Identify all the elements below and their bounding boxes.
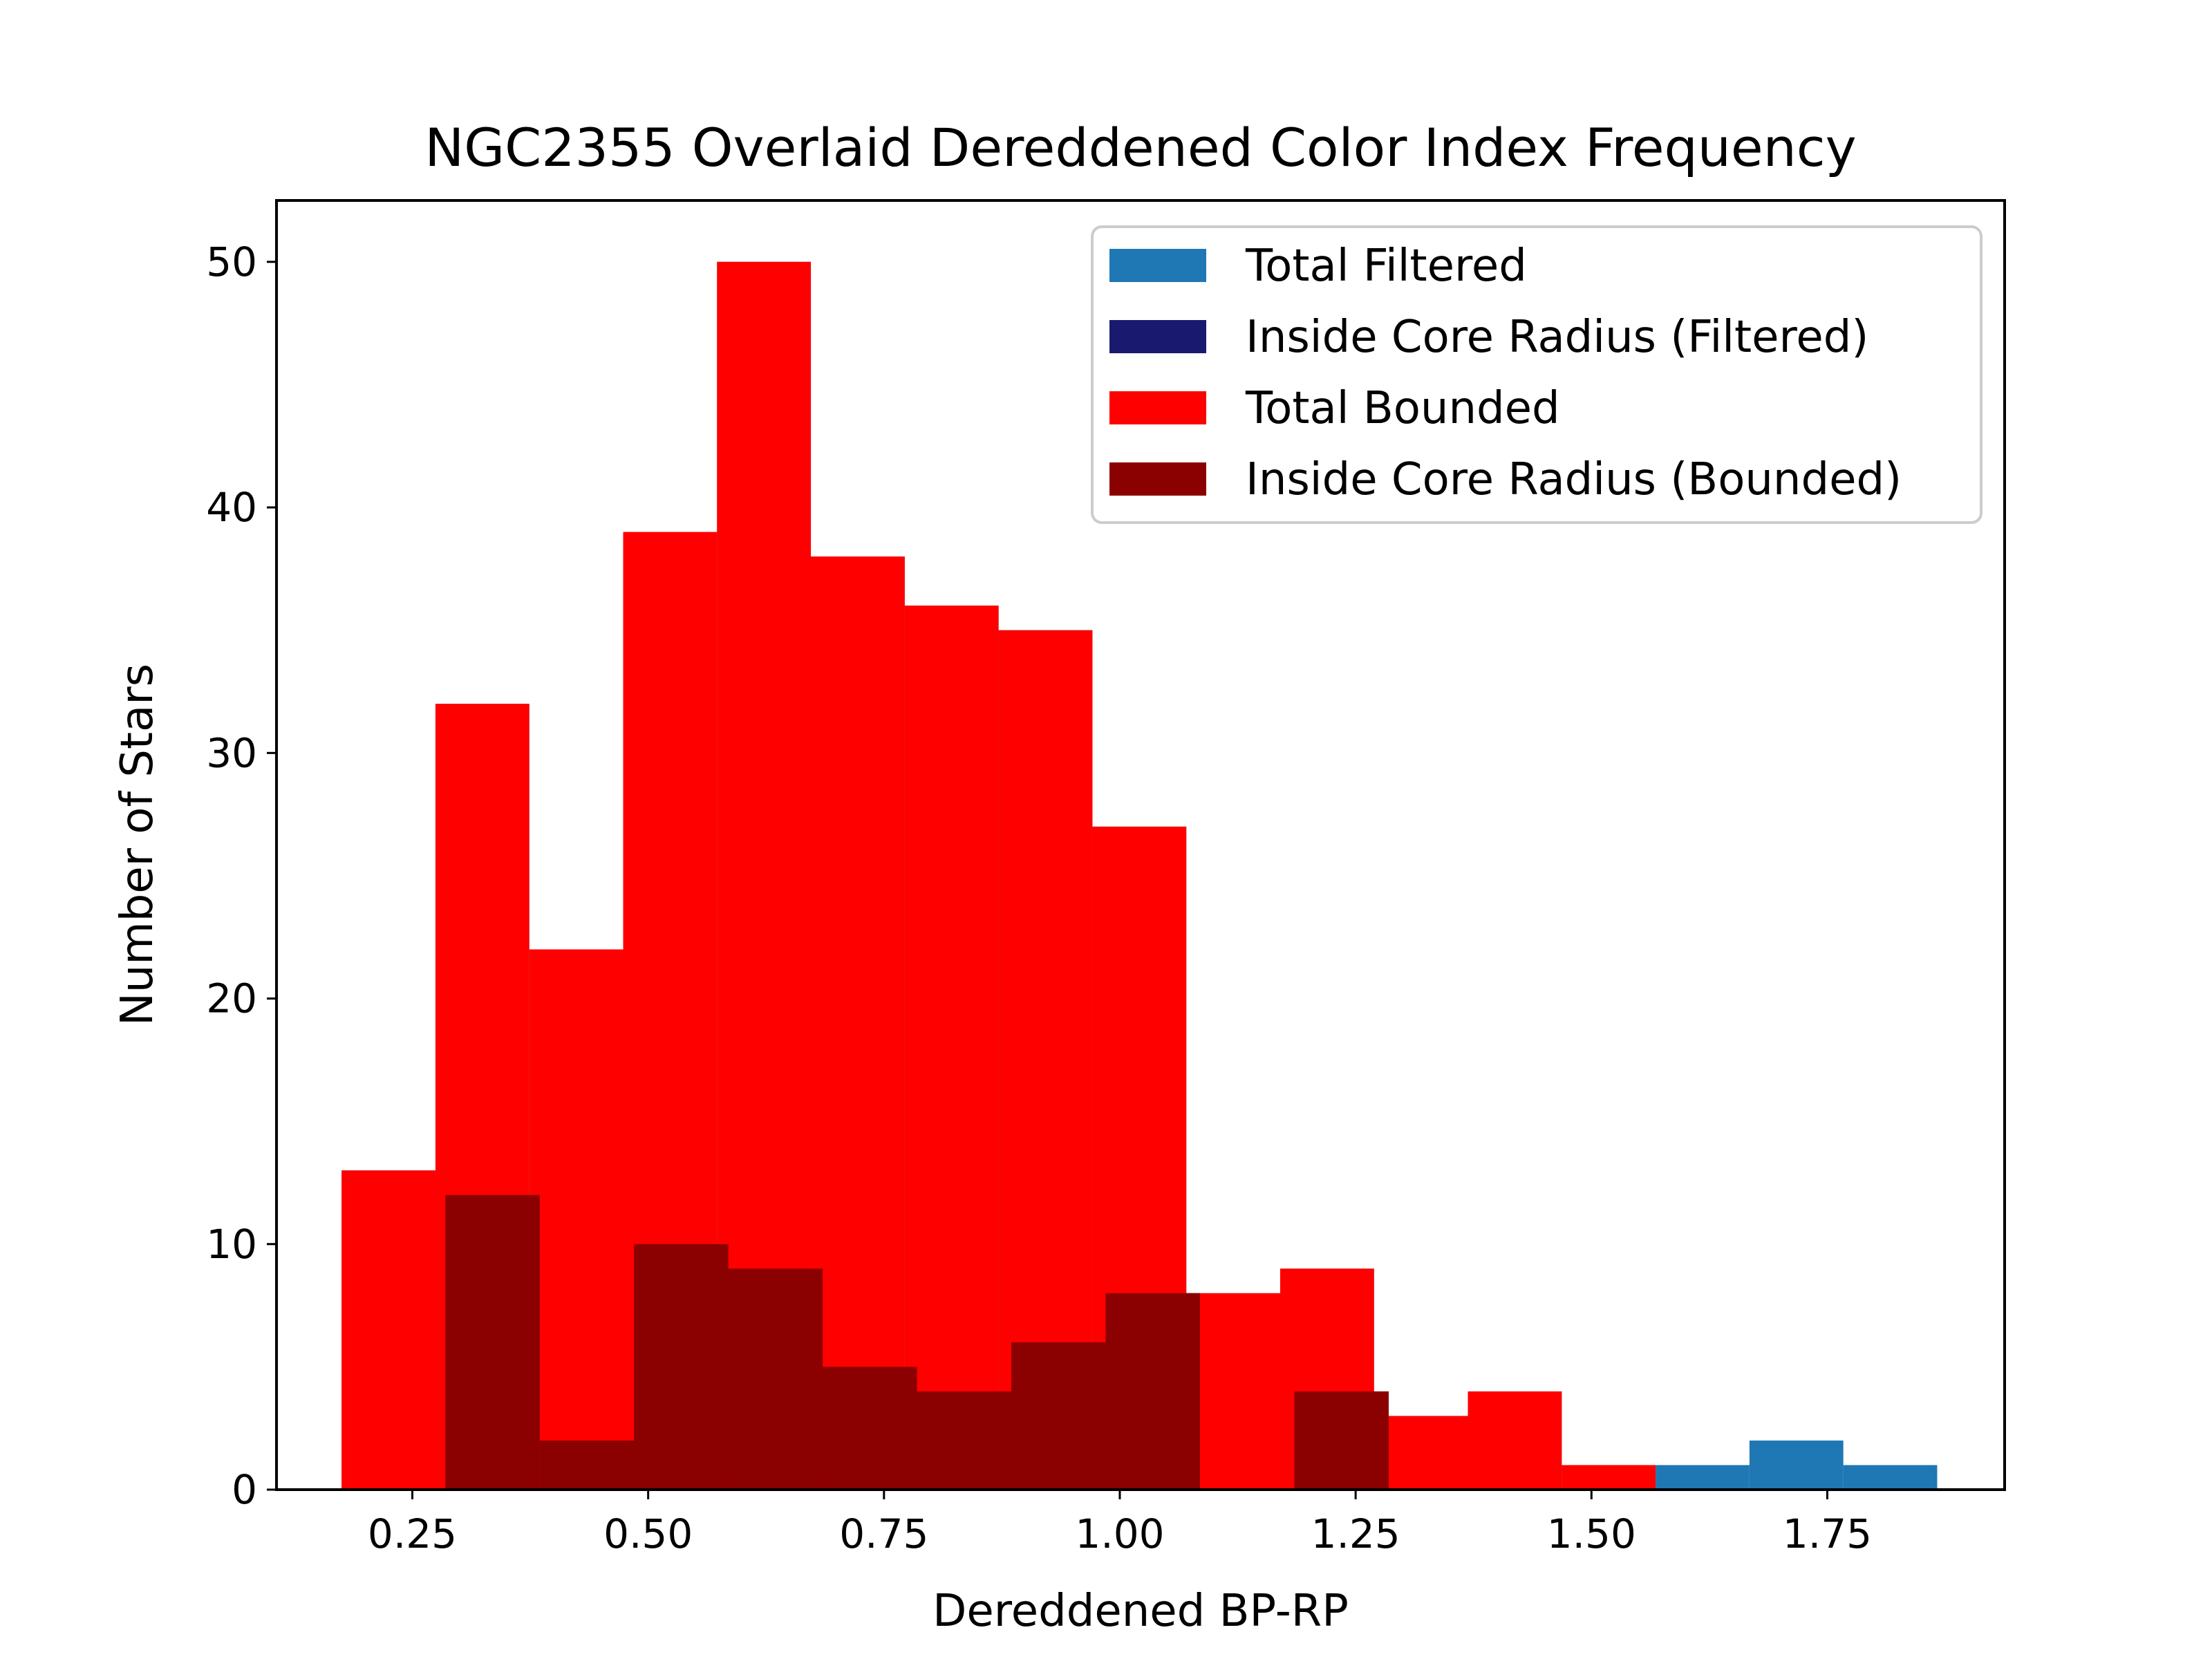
bar-inside-core-radius-bounded-0 [445, 1194, 540, 1490]
x-tick-label: 0.25 [368, 1510, 457, 1557]
legend-swatch-total-filtered [1109, 249, 1206, 282]
x-axis-ticks: 0.25 0.50 0.75 1.00 1.25 1.50 1.75 [368, 1490, 1872, 1557]
histogram-bars [341, 261, 1938, 1490]
bar-total-bounded-11 [1374, 1416, 1468, 1490]
x-tick-label: 1.00 [1075, 1510, 1164, 1557]
bar-inside-core-radius-bounded-9 [1294, 1391, 1389, 1490]
bar-total-bounded-13 [1562, 1465, 1656, 1490]
legend-swatch-total-bounded [1109, 391, 1206, 424]
legend-label-total-bounded: Total Bounded [1245, 383, 1560, 434]
bar-total-bounded-6 [904, 606, 999, 1490]
bar-total-bounded-5 [811, 556, 905, 1490]
y-tick-label: 10 [206, 1221, 257, 1268]
x-axis-label: Dereddened BP-RP [932, 1586, 1349, 1637]
y-tick-label: 20 [206, 975, 257, 1022]
bar-inside-core-radius-bounded-5 [917, 1391, 1012, 1490]
plot-frame [275, 199, 2006, 1491]
x-tick-label: 0.50 [603, 1510, 693, 1557]
bar-total-filtered-14 [1656, 1465, 1750, 1490]
y-axis-label: Number of Stars [112, 664, 163, 1026]
legend-label-inside-core-filtered: Inside Core Radius (Filtered) [1246, 312, 1868, 363]
x-tick-label: 0.75 [839, 1510, 928, 1557]
bar-total-bounded-0 [341, 1170, 435, 1490]
bar-total-bounded-9 [1186, 1293, 1280, 1490]
series-inside-core-radius-bounded [445, 1194, 1389, 1490]
x-tick-label: 1.25 [1311, 1510, 1400, 1557]
bar-inside-core-radius-bounded-6 [1011, 1342, 1106, 1490]
bar-total-bounded-12 [1468, 1391, 1562, 1490]
bar-total-filtered-15 [1749, 1440, 1844, 1490]
legend-swatch-inside-core-bounded [1109, 462, 1206, 496]
bar-inside-core-radius-bounded-7 [1105, 1293, 1200, 1490]
legend-label-inside-core-bounded: Inside Core Radius (Bounded) [1246, 454, 1902, 505]
x-tick-label: 1.75 [1783, 1510, 1872, 1557]
legend-label-total-filtered: Total Filtered [1245, 241, 1527, 292]
y-tick-label: 40 [206, 484, 257, 531]
x-tick-label: 1.50 [1547, 1510, 1636, 1557]
bar-total-bounded-2 [529, 949, 624, 1490]
y-axis-ticks: 0 10 20 30 40 50 [206, 238, 276, 1513]
bar-inside-core-radius-bounded-1 [539, 1440, 635, 1490]
bar-inside-core-radius-bounded-2 [634, 1244, 729, 1490]
y-tick-label: 50 [206, 238, 257, 285]
bar-inside-core-radius-bounded-4 [823, 1367, 917, 1490]
bar-total-filtered-16 [1843, 1465, 1938, 1490]
y-tick-label: 0 [232, 1466, 257, 1513]
bar-inside-core-radius-bounded-3 [728, 1268, 823, 1490]
y-tick-label: 30 [206, 729, 257, 776]
legend: Total Filtered Inside Core Radius (Filte… [1091, 225, 1983, 524]
legend-box [1091, 225, 1983, 524]
chart-title: NGC2355 Overlaid Dereddened Color Index … [424, 117, 1856, 178]
legend-swatch-inside-core-filtered [1109, 320, 1206, 353]
